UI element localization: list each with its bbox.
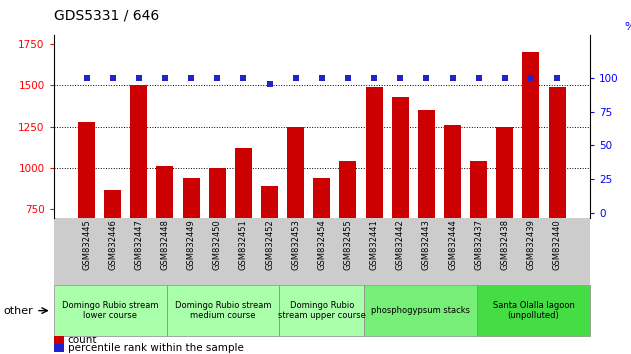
Point [81, 75, 91, 80]
Bar [287, 127, 304, 334]
Point [447, 75, 457, 80]
Point [343, 75, 353, 80]
Point [186, 75, 196, 80]
Point [291, 75, 301, 80]
Text: Santa Olalla lagoon
(unpolluted): Santa Olalla lagoon (unpolluted) [493, 301, 574, 320]
Point [395, 75, 405, 80]
Bar [418, 110, 435, 334]
Text: phosphogypsum stacks: phosphogypsum stacks [371, 306, 470, 315]
Text: Domingo Rubio
stream upper course: Domingo Rubio stream upper course [278, 301, 366, 320]
Point [317, 75, 327, 80]
Bar [497, 127, 513, 334]
Text: Domingo Rubio stream
medium course: Domingo Rubio stream medium course [175, 301, 271, 320]
Bar [444, 125, 461, 334]
Text: Domingo Rubio stream
lower course: Domingo Rubio stream lower course [62, 301, 158, 320]
Point [212, 75, 222, 80]
Bar [261, 186, 278, 334]
Text: other: other [3, 306, 33, 316]
Bar [78, 121, 95, 334]
Point [526, 75, 536, 80]
Text: GDS5331 / 646: GDS5331 / 646 [54, 9, 159, 23]
Bar [548, 87, 565, 334]
Bar [392, 97, 409, 334]
Bar [314, 178, 330, 334]
Point [108, 75, 118, 80]
Bar [470, 161, 487, 334]
Point [160, 75, 170, 80]
Bar [131, 85, 147, 334]
Point [369, 75, 379, 80]
Point [552, 75, 562, 80]
Bar [104, 189, 121, 334]
Point [264, 82, 274, 87]
Point [422, 75, 432, 80]
Point [474, 75, 484, 80]
Text: count: count [68, 335, 97, 345]
Bar [522, 52, 540, 334]
Bar [156, 166, 174, 334]
Point [239, 75, 249, 80]
Bar [365, 87, 382, 334]
Bar [235, 148, 252, 334]
Point [500, 75, 510, 80]
Bar [339, 161, 357, 334]
Point [134, 75, 144, 80]
Bar [182, 178, 199, 334]
Text: percentile rank within the sample: percentile rank within the sample [68, 343, 244, 353]
Bar [209, 168, 226, 334]
Text: %: % [625, 22, 631, 32]
